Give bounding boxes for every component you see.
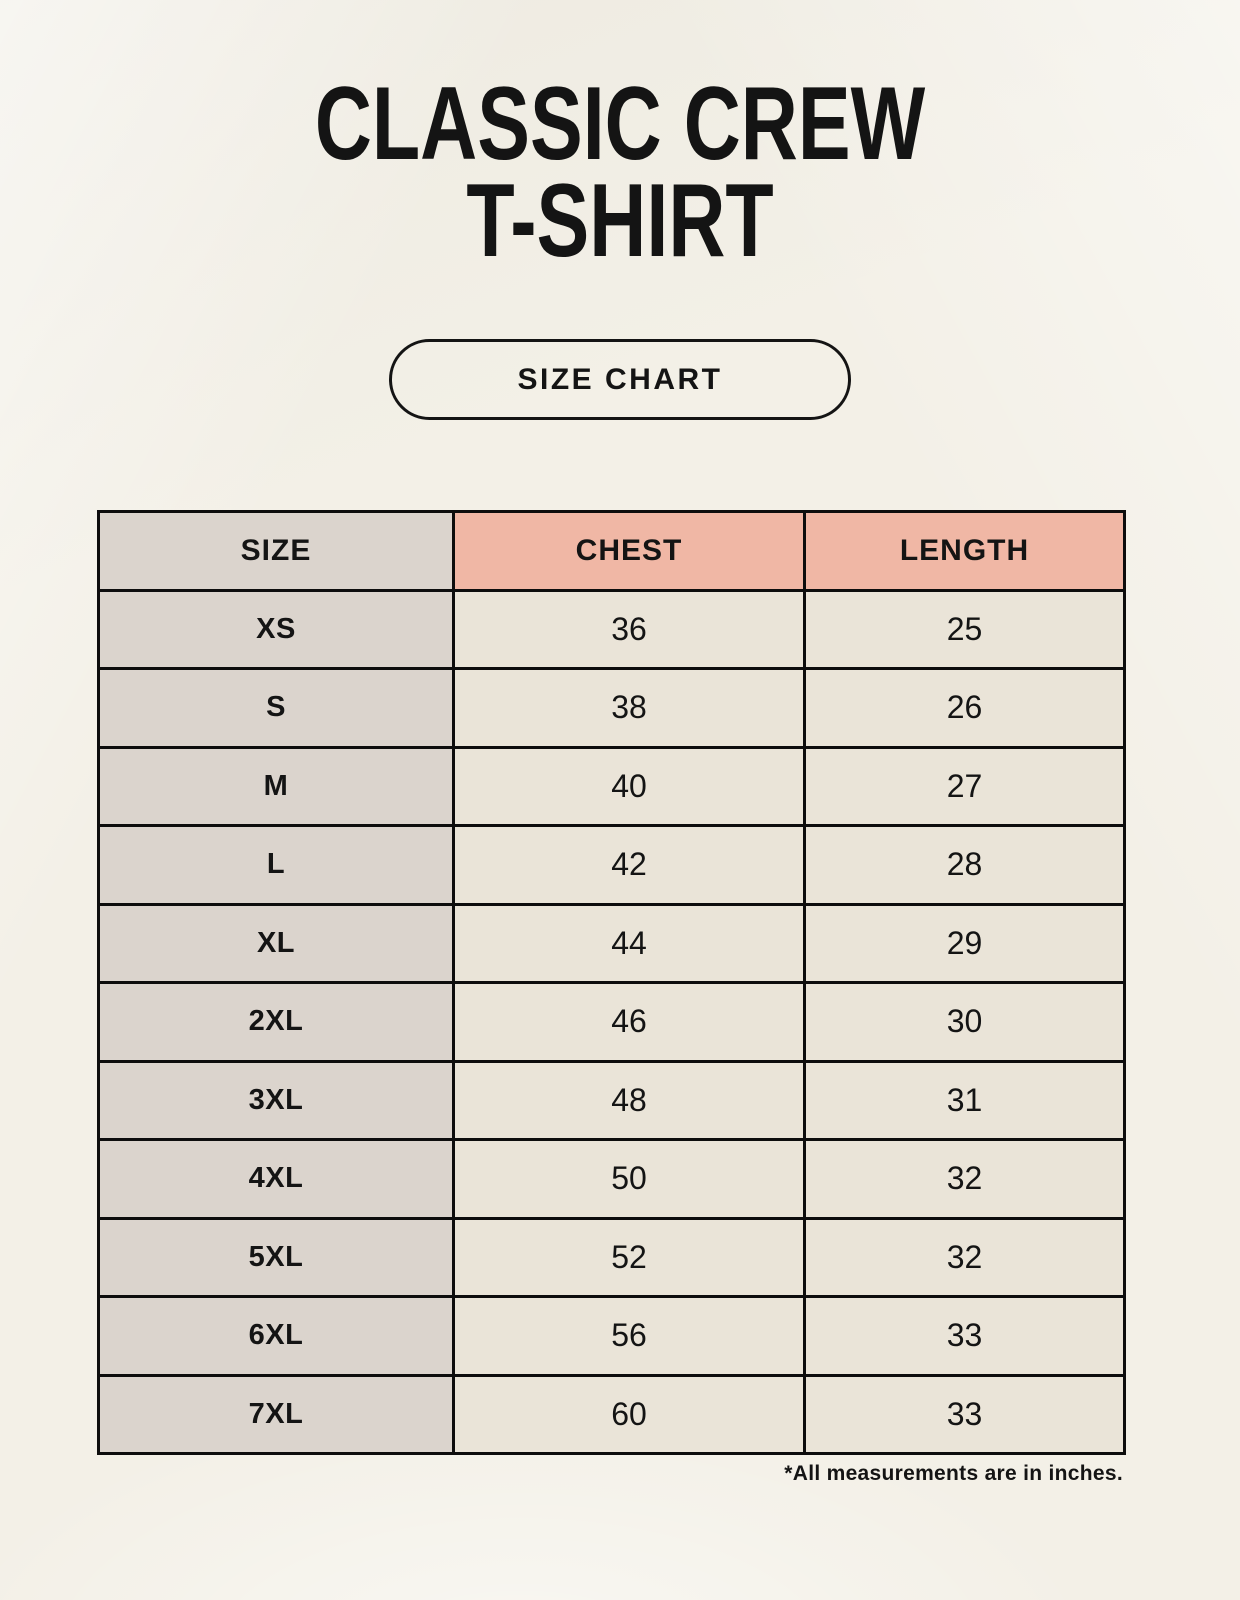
length-value-cell: 29 — [803, 902, 1126, 984]
size-cell: 3XL — [97, 1059, 455, 1141]
length-value-cell: 32 — [803, 1216, 1126, 1298]
table-row: L 42 28 — [97, 824, 1126, 906]
column-header-size: SIZE — [97, 510, 455, 592]
length-value-cell: 28 — [803, 824, 1126, 906]
size-cell: S — [97, 667, 455, 749]
length-value-cell: 25 — [803, 588, 1126, 670]
chest-value-cell: 36 — [452, 588, 806, 670]
size-chart-table: SIZE CHEST LENGTH XS 36 25 S 38 26 M 40 … — [97, 510, 1126, 1455]
table-row: 6XL 56 33 — [97, 1295, 1126, 1377]
page-title: CLASSIC CREW T-SHIRT — [149, 0, 1091, 279]
length-value-cell: 27 — [803, 745, 1126, 827]
table-row: S 38 26 — [97, 667, 1126, 749]
size-cell: XL — [97, 902, 455, 984]
size-cell: L — [97, 824, 455, 906]
size-cell: 4XL — [97, 1138, 455, 1220]
table-row: 2XL 46 30 — [97, 981, 1126, 1063]
table-row: M 40 27 — [97, 745, 1126, 827]
chest-value-cell: 38 — [452, 667, 806, 749]
size-cell: 6XL — [97, 1295, 455, 1377]
length-value-cell: 26 — [803, 667, 1126, 749]
column-header-chest: CHEST — [452, 510, 806, 592]
chest-value-cell: 52 — [452, 1216, 806, 1298]
table-row: 7XL 60 33 — [97, 1373, 1126, 1455]
chest-value-cell: 40 — [452, 745, 806, 827]
chest-value-cell: 42 — [452, 824, 806, 906]
chest-value-cell: 56 — [452, 1295, 806, 1377]
size-cell: 2XL — [97, 981, 455, 1063]
size-cell: 5XL — [97, 1216, 455, 1298]
table-row: 3XL 48 31 — [97, 1059, 1126, 1141]
page-title-line-1: CLASSIC CREW — [314, 66, 926, 182]
table-row: 5XL 52 32 — [97, 1216, 1126, 1298]
measurement-unit-footnote: *All measurements are in inches. — [784, 1462, 1123, 1485]
length-value-cell: 31 — [803, 1059, 1126, 1141]
table-row: XL 44 29 — [97, 902, 1126, 984]
length-value-cell: 33 — [803, 1373, 1126, 1455]
column-header-length: LENGTH — [803, 510, 1126, 592]
chest-value-cell: 60 — [452, 1373, 806, 1455]
size-cell: 7XL — [97, 1373, 455, 1455]
chest-value-cell: 50 — [452, 1138, 806, 1220]
table-row: 4XL 50 32 — [97, 1138, 1126, 1220]
size-cell: XS — [97, 588, 455, 670]
chest-value-cell: 46 — [452, 981, 806, 1063]
chest-value-cell: 48 — [452, 1059, 806, 1141]
size-chart-badge-button[interactable]: SIZE CHART — [389, 339, 851, 421]
page-title-line-2: T-SHIRT — [466, 162, 774, 279]
length-value-cell: 33 — [803, 1295, 1126, 1377]
table-row: XS 36 25 — [97, 588, 1126, 670]
chest-value-cell: 44 — [452, 902, 806, 984]
length-value-cell: 30 — [803, 981, 1126, 1063]
size-cell: M — [97, 745, 455, 827]
header-row: SIZE CHEST LENGTH — [97, 510, 1126, 592]
length-value-cell: 32 — [803, 1138, 1126, 1220]
